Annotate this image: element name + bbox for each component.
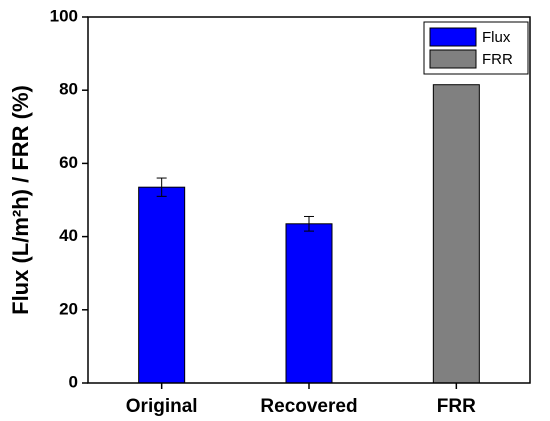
y-tick-label: 40 (59, 226, 78, 245)
y-tick-label: 0 (69, 372, 78, 391)
x-tick-label: Original (126, 396, 198, 417)
y-tick-label: 100 (50, 6, 78, 25)
bar (138, 186, 186, 384)
bar (285, 223, 333, 384)
plot-frame (87, 16, 531, 384)
y-axis-label: Flux (L/m²h) / FRR (%) (8, 85, 33, 315)
legend-swatch (429, 27, 477, 47)
x-tick-label: FRR (437, 396, 476, 417)
legend-swatch (429, 49, 477, 69)
y-tick-label: 60 (59, 153, 78, 172)
error-bar (156, 177, 167, 197)
legend-label: FRR (482, 51, 513, 68)
x-tick-label: Recovered (260, 396, 357, 417)
y-tick-label: 20 (59, 299, 78, 318)
y-tick-label: 80 (59, 80, 78, 99)
error-bar (304, 215, 314, 232)
bar (432, 84, 480, 384)
legend-label: Flux (482, 29, 511, 46)
